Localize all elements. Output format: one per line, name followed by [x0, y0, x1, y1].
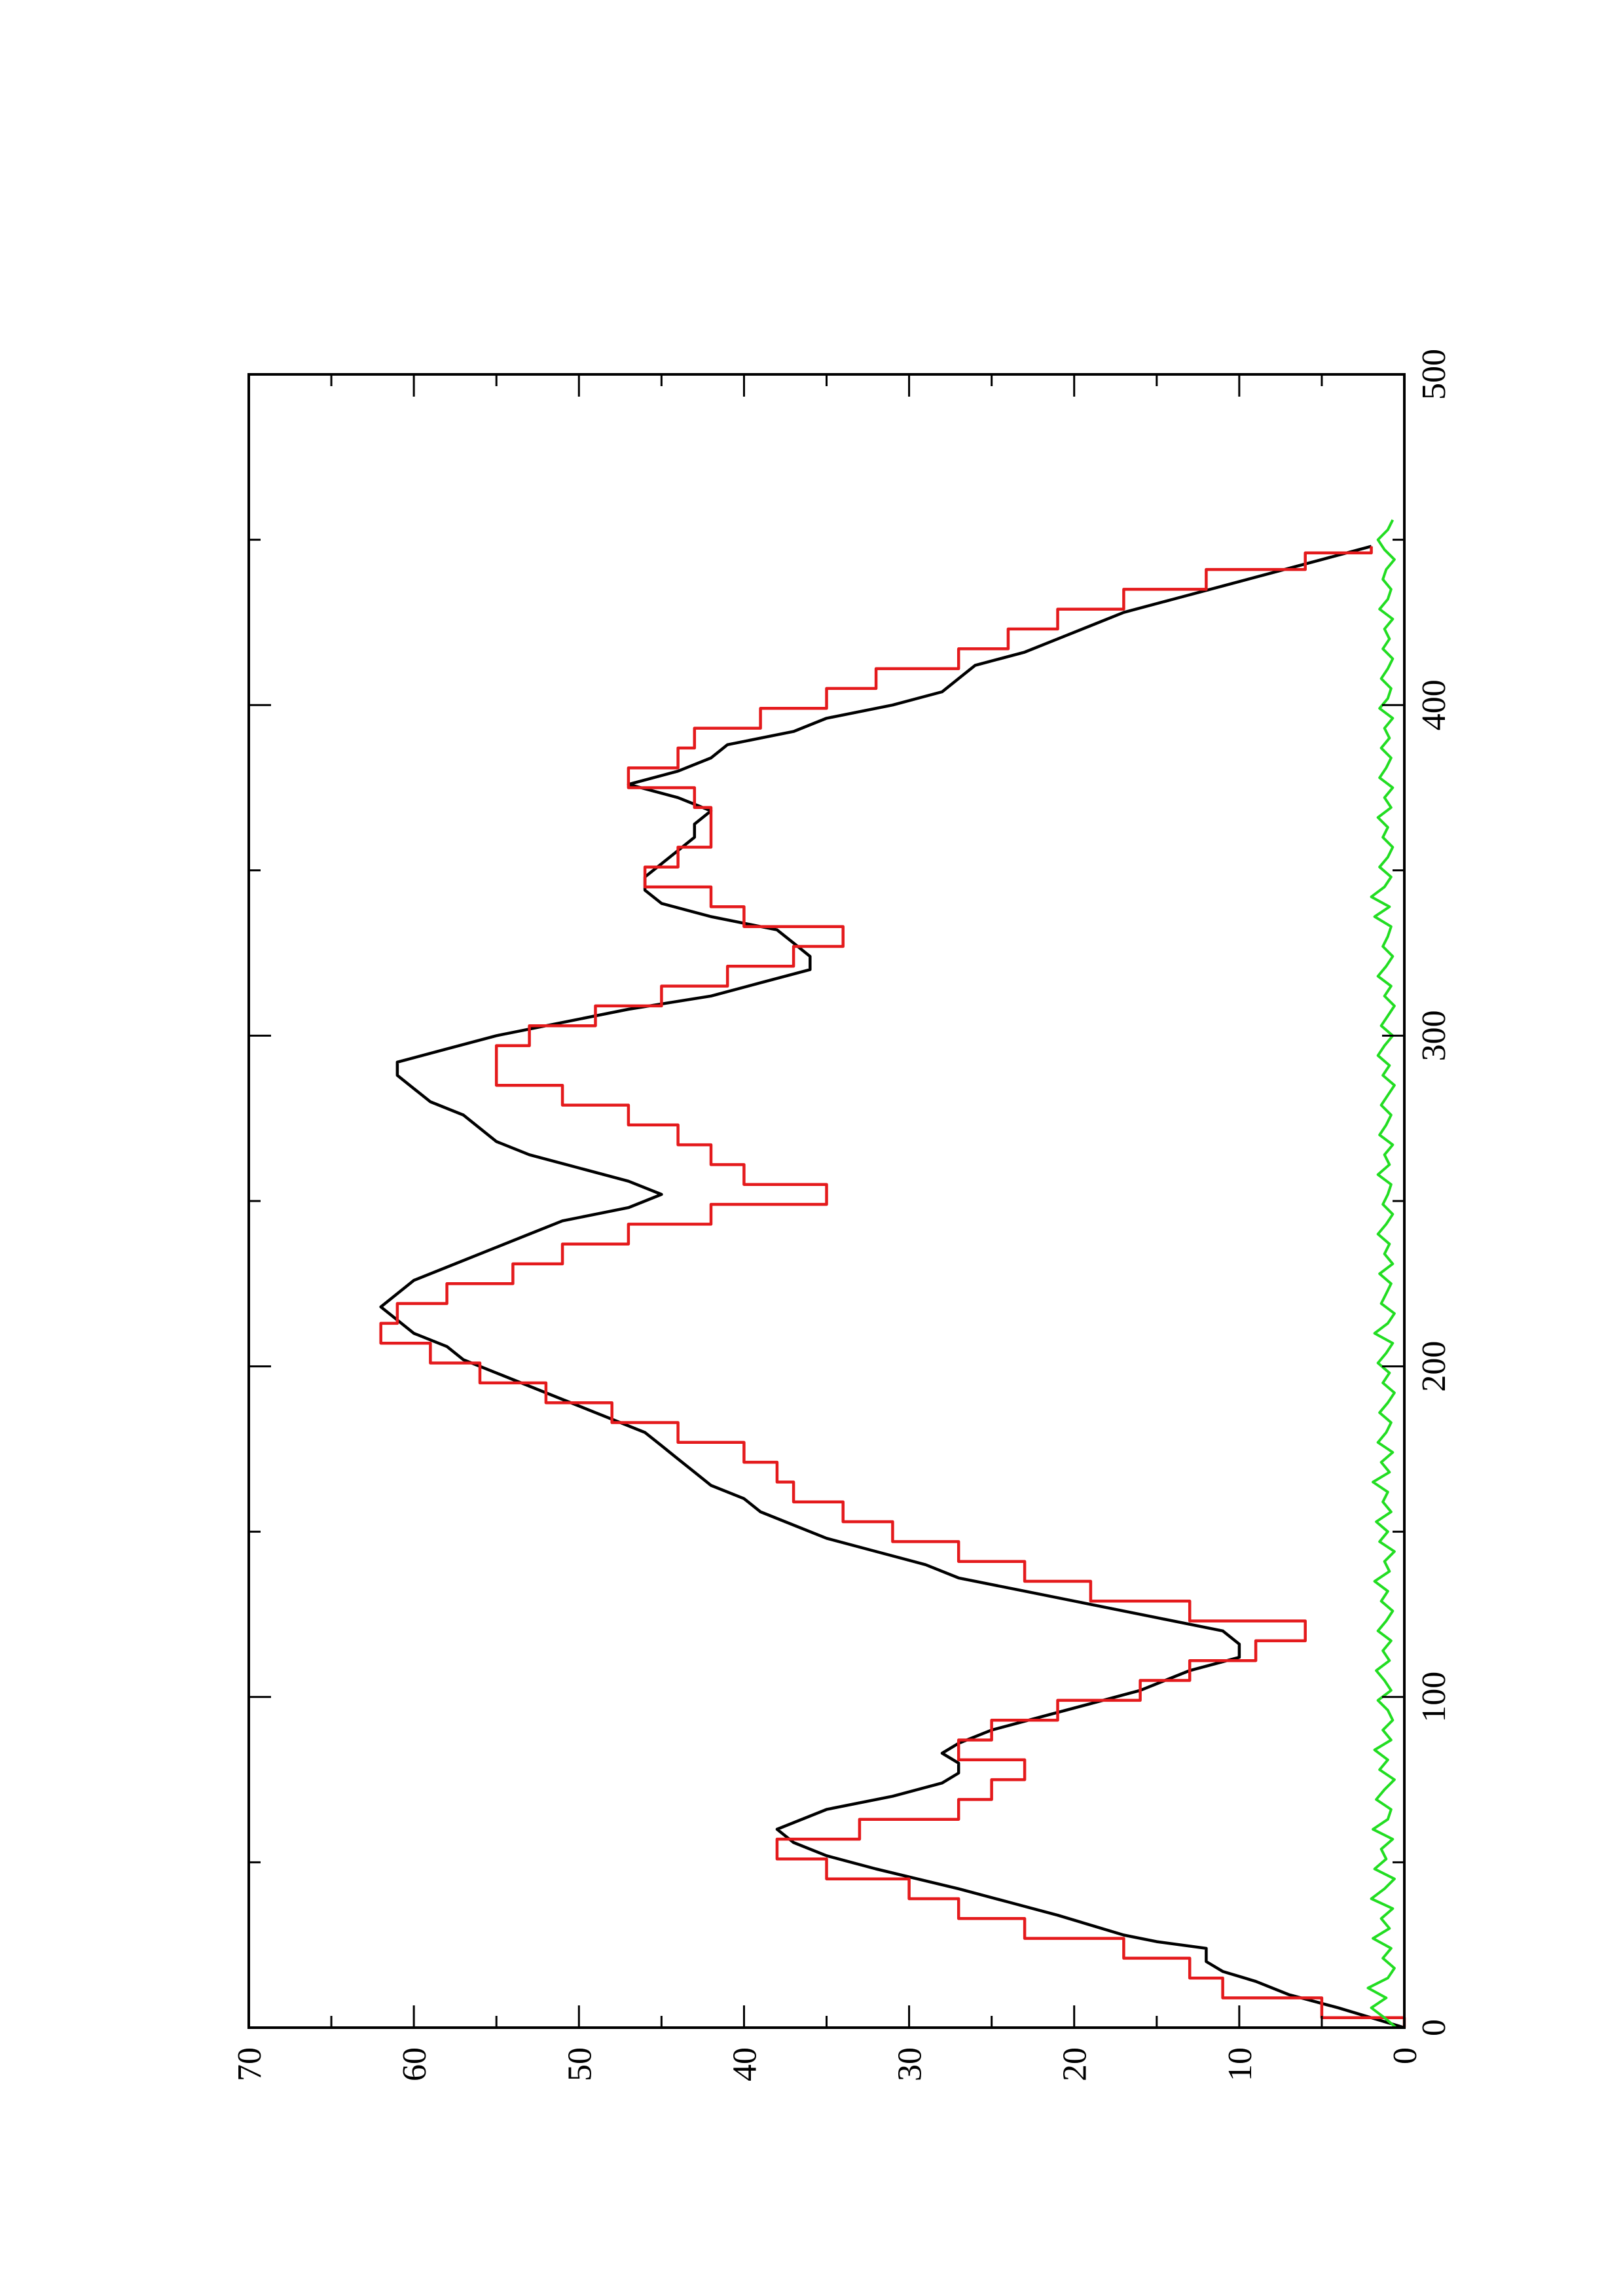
series-line-1	[379, 545, 1405, 2030]
x-tick-label: 300	[1415, 1010, 1453, 1061]
x-tick-label: 500	[1415, 349, 1453, 400]
y-tick-label: 0	[1387, 2047, 1424, 2064]
y-tick-label: 30	[892, 2047, 929, 2081]
series-line-3	[1366, 519, 1397, 2029]
tick-labels: 0 100 200 300 400 500 0 10 20 30 40 50 60 70	[231, 349, 1453, 2081]
y-tick-label: 20	[1057, 2047, 1094, 2081]
y-tick-label: 70	[231, 2047, 268, 2081]
x-tick-label: 200	[1415, 1341, 1453, 1392]
x-tick-label: 0	[1415, 2019, 1453, 2036]
y-tick-label: 50	[561, 2047, 598, 2081]
series-line-2	[379, 546, 1406, 2028]
axis-ticks	[247, 373, 1406, 2029]
y-tick-label: 10	[1222, 2047, 1259, 2081]
y-tick-label: 40	[726, 2047, 763, 2081]
plot-area	[379, 519, 1406, 2030]
x-tick-label: 100	[1415, 1672, 1453, 1723]
y-tick-label: 60	[396, 2047, 433, 2081]
x-tick-label: 400	[1415, 679, 1453, 730]
